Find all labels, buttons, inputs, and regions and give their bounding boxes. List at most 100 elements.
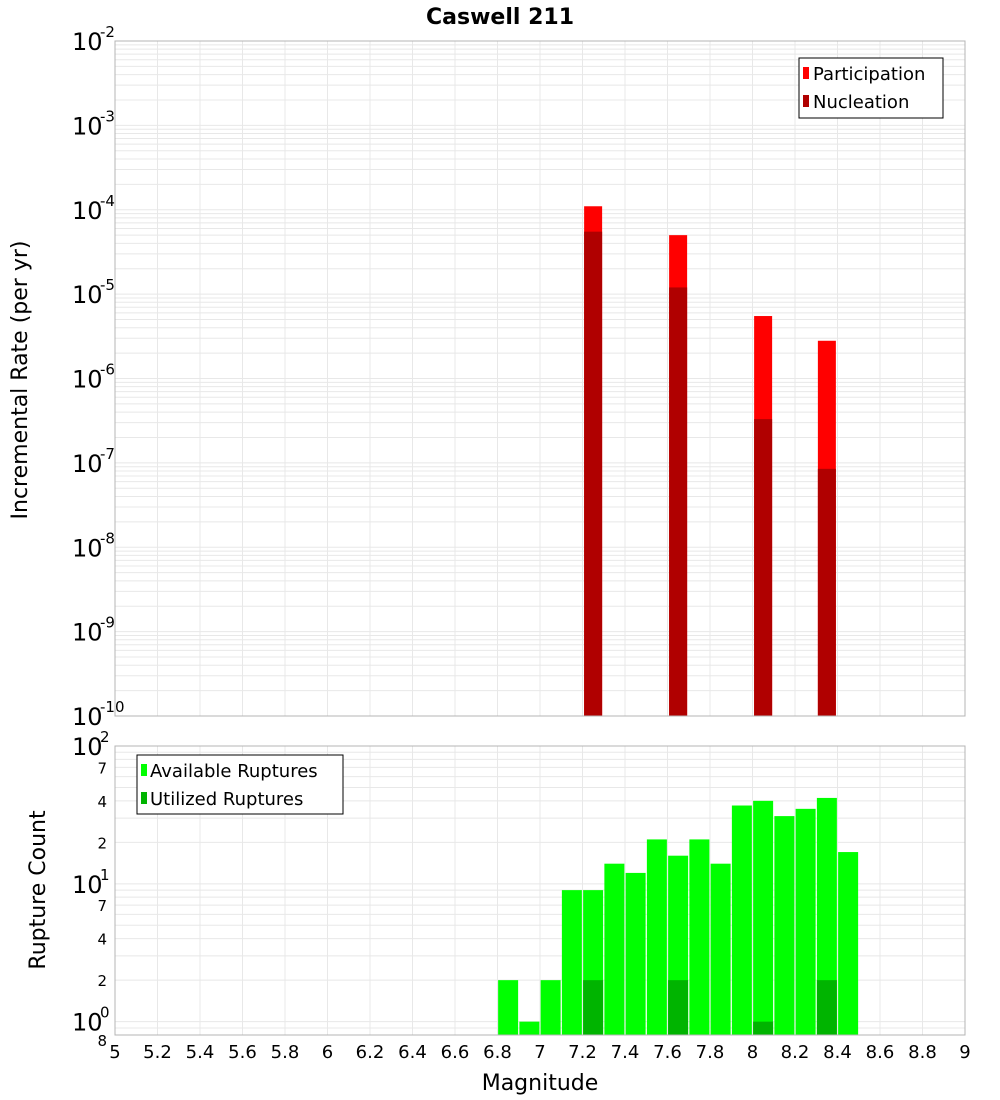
y-tick-base: 10 — [72, 450, 103, 478]
y-tick-base: 10 — [72, 733, 103, 761]
y-tick-label: 10-5 — [72, 276, 115, 309]
y-tick-base: 10 — [72, 703, 103, 731]
y-minor-tick-label: 7 — [97, 897, 107, 915]
bar-available-ruptures — [731, 805, 752, 1035]
y-minor-tick-label: 2 — [97, 834, 107, 852]
bar-available-ruptures — [561, 890, 582, 1035]
y-minor-tick-label: 8 — [97, 1032, 107, 1050]
bar-utilized-ruptures — [816, 980, 837, 1035]
y-tick-exponent: -10 — [100, 698, 125, 716]
bar-nucleation — [754, 419, 773, 716]
y-tick-exponent: -4 — [100, 192, 115, 210]
y-tick-label: 10-9 — [72, 614, 115, 647]
x-tick-label: 7.8 — [696, 1042, 725, 1063]
bar-available-ruptures — [519, 1021, 540, 1035]
bar-available-ruptures — [710, 863, 731, 1035]
bar-available-ruptures — [795, 808, 816, 1035]
x-tick-label: 8 — [747, 1042, 758, 1063]
x-tick-label: 6.6 — [441, 1042, 470, 1063]
rates-plot-border — [114, 40, 966, 717]
x-tick-label: 5.6 — [228, 1042, 257, 1063]
y-tick-base: 10 — [72, 1009, 103, 1037]
y-tick-base: 10 — [72, 871, 103, 899]
y-tick-exponent: -2 — [100, 23, 115, 41]
rates-grid — [114, 41, 966, 717]
x-axis-label: Magnitude — [482, 1071, 599, 1096]
x-tick-label: 5.8 — [271, 1042, 300, 1063]
bar-available-ruptures — [774, 816, 795, 1035]
counts-legend: Available Ruptures Utilized Ruptures — [136, 754, 344, 815]
legend-swatch-utilized — [141, 792, 147, 804]
x-tick-label: 6.4 — [398, 1042, 427, 1063]
legend-swatch-nucleation — [803, 95, 809, 107]
x-tick-label: 7.2 — [568, 1042, 597, 1063]
y-tick-label: 10-8 — [72, 529, 115, 562]
x-tick-label: 5.4 — [186, 1042, 215, 1063]
bar-available-ruptures — [540, 980, 561, 1035]
y-tick-label: 10-10 — [72, 698, 125, 731]
rates-legend-box — [798, 57, 944, 119]
rates-y-axis-label: Incremental Rate (per yr) — [8, 241, 33, 520]
bar-available-ruptures — [838, 852, 859, 1035]
y-tick-base: 10 — [72, 112, 103, 140]
bar-available-ruptures — [753, 800, 774, 1035]
y-tick-base: 10 — [72, 281, 103, 309]
x-tick-label: 5 — [109, 1042, 120, 1063]
y-tick-label: 10-2 — [72, 23, 115, 56]
y-tick-base: 10 — [72, 28, 103, 56]
legend-label-nucleation: Nucleation — [813, 92, 909, 113]
x-tick-label: 8.4 — [823, 1042, 852, 1063]
y-tick-exponent: 2 — [100, 728, 110, 746]
x-tick-label: 6.2 — [356, 1042, 385, 1063]
legend-swatch-participation — [803, 67, 809, 79]
y-tick-base: 10 — [72, 619, 103, 647]
bar-available-ruptures — [816, 797, 837, 1035]
x-tick-label: 5.2 — [143, 1042, 172, 1063]
bar-nucleation — [817, 468, 836, 716]
y-minor-tick-label: 4 — [97, 793, 107, 811]
bar-utilized-ruptures — [668, 980, 689, 1035]
legend-label-participation: Participation — [813, 64, 925, 85]
counts-y-axis-label: Rupture Count — [26, 810, 51, 970]
y-minor-tick-label: 7 — [97, 759, 107, 777]
y-tick-exponent: 0 — [100, 1004, 110, 1022]
bar-available-ruptures — [646, 839, 667, 1035]
rates-legend: Participation Nucleation — [798, 57, 944, 119]
rates-bars — [584, 206, 836, 716]
chart-title: Caswell 211 — [426, 5, 574, 30]
x-tick-label: 7.4 — [611, 1042, 640, 1063]
y-tick-label: 100 — [72, 1004, 110, 1037]
bar-available-ruptures — [498, 980, 519, 1035]
y-tick-exponent: -7 — [100, 445, 115, 463]
x-tick-label: 9 — [959, 1042, 970, 1063]
y-tick-label: 10-4 — [72, 192, 115, 225]
y-tick-base: 10 — [72, 197, 103, 225]
legend-label-utilized: Utilized Ruptures — [150, 789, 303, 810]
y-tick-label: 102 — [72, 728, 110, 761]
counts-bars — [498, 797, 859, 1035]
y-tick-exponent: -6 — [100, 361, 115, 379]
x-tick-label: 8.2 — [781, 1042, 810, 1063]
y-tick-exponent: 1 — [100, 866, 110, 884]
y-tick-exponent: -9 — [100, 614, 115, 632]
y-tick-label: 10-3 — [72, 107, 115, 140]
y-tick-base: 10 — [72, 366, 103, 394]
y-tick-label: 10-7 — [72, 445, 115, 478]
y-tick-label: 101 — [72, 866, 110, 899]
x-tick-label: 8.6 — [866, 1042, 895, 1063]
counts-x-ticks: 5 5.2 5.4 5.6 5.8 6 6.2 6.4 6.6 6.8 7 7.2 7.4 7.6 7.8 8… — [109, 1042, 970, 1063]
bar-utilized-ruptures — [583, 980, 604, 1035]
legend-swatch-available — [141, 764, 147, 776]
counts-plot-border — [114, 745, 966, 1036]
y-tick-exponent: -3 — [100, 107, 115, 125]
bar-available-ruptures — [604, 863, 625, 1035]
counts-legend-box — [136, 754, 344, 815]
x-tick-label: 6 — [322, 1042, 333, 1063]
bar-nucleation — [669, 287, 688, 716]
